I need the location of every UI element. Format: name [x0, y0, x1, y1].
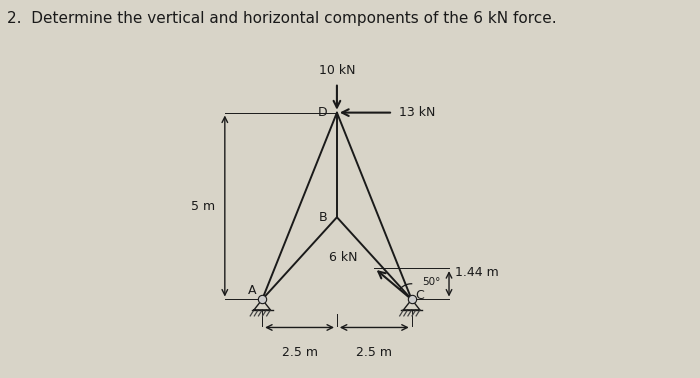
Text: C: C [415, 289, 424, 302]
Text: B: B [319, 211, 328, 224]
Text: 1.44 m: 1.44 m [454, 266, 498, 279]
Text: 10 kN: 10 kN [318, 64, 355, 77]
Text: 2.  Determine the vertical and horizontal components of the 6 kN force.: 2. Determine the vertical and horizontal… [7, 11, 556, 26]
Text: 6 kN: 6 kN [329, 251, 358, 265]
Text: D: D [318, 106, 328, 119]
Text: 2.5 m: 2.5 m [281, 346, 318, 359]
Text: 50°: 50° [422, 277, 440, 288]
Text: A: A [248, 284, 257, 297]
Text: 5 m: 5 m [191, 200, 216, 212]
Text: 13 kN: 13 kN [398, 106, 435, 119]
Text: 2.5 m: 2.5 m [356, 346, 392, 359]
